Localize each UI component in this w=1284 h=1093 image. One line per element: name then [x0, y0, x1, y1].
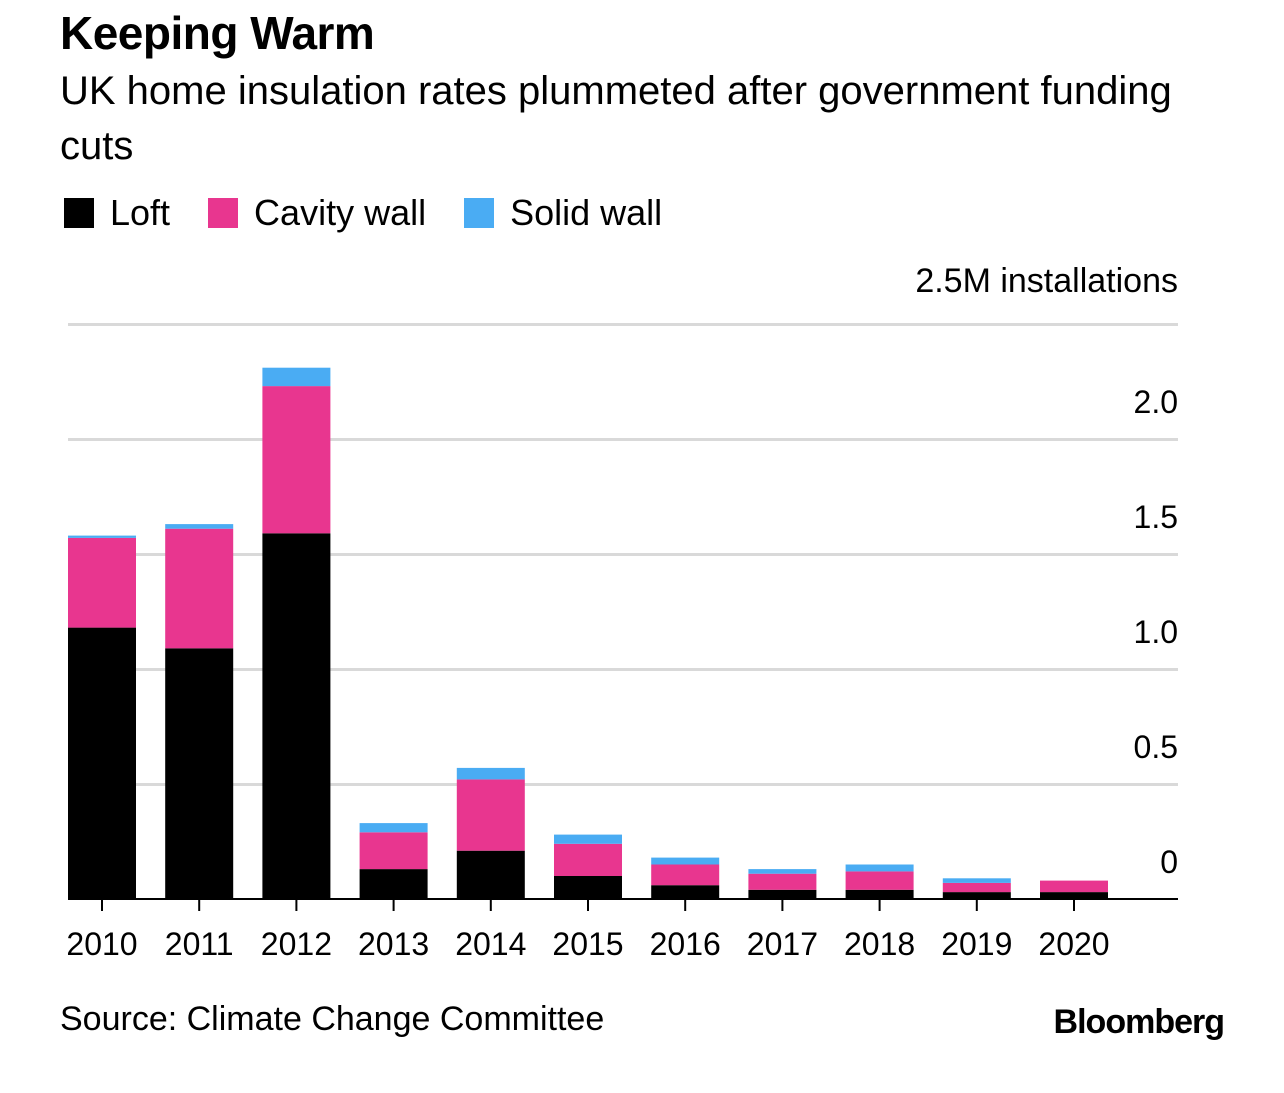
bar-loft-2016 — [651, 885, 720, 899]
x-tick-label: 2020 — [1038, 926, 1109, 962]
chart-subtitle: UK home insulation rates plummeted after… — [60, 69, 1172, 168]
source-note: Source: Climate Change Committee — [60, 1000, 605, 1038]
bar-cavity-wall-2013 — [359, 832, 428, 870]
bar-cavity-wall-2010 — [68, 537, 136, 628]
legend-label-loft: Loft — [110, 192, 171, 233]
legend-item-cavity-wall: Cavity wall — [208, 192, 426, 234]
bar-loft-2011 — [165, 648, 234, 899]
x-tick-label: 2014 — [455, 926, 526, 962]
bar-loft-2019 — [942, 892, 1011, 899]
bar-cavity-wall-2012 — [262, 386, 331, 534]
bar-solid-wall-2018 — [845, 864, 914, 872]
y-axis-unit-label: 2.5M installations — [915, 262, 1178, 300]
bar-loft-2018 — [845, 889, 914, 899]
bar-solid-wall-2017 — [748, 869, 817, 874]
x-tick-label: 2016 — [650, 926, 721, 962]
x-tick-label: 2018 — [844, 926, 915, 962]
bar-solid-wall-2010 — [68, 535, 136, 538]
bar-loft-2014 — [456, 850, 525, 899]
legend-label-solid-wall: Solid wall — [510, 192, 663, 233]
legend-swatch-loft — [64, 198, 94, 228]
bar-loft-2015 — [554, 876, 622, 899]
chart-title: Keeping Warm — [60, 7, 375, 59]
bar-solid-wall-2013 — [359, 823, 428, 833]
bar-loft-2012 — [262, 533, 331, 899]
bar-cavity-wall-2017 — [748, 873, 817, 890]
legend-swatch-cavity-wall — [208, 198, 239, 228]
bar-cavity-wall-2015 — [554, 843, 622, 876]
x-tick-label: 2019 — [941, 926, 1012, 962]
bar-solid-wall-2015 — [554, 834, 622, 844]
bar-cavity-wall-2018 — [845, 871, 914, 890]
x-tick-label: 2015 — [552, 926, 623, 962]
bar-cavity-wall-2011 — [165, 528, 234, 649]
bar-solid-wall-2014 — [456, 767, 525, 780]
bar-loft-2020 — [1040, 892, 1108, 899]
bar-cavity-wall-2020 — [1040, 880, 1108, 893]
y-tick-label: 0.5 — [1134, 729, 1178, 765]
bloomberg-logo: Bloomberg — [1053, 1003, 1225, 1041]
legend-item-loft: Loft — [64, 192, 170, 234]
x-tick-label: 2010 — [66, 926, 137, 962]
x-tick-label: 2013 — [358, 926, 429, 962]
x-tick-label: 2011 — [165, 926, 234, 962]
bar-cavity-wall-2019 — [942, 882, 1011, 893]
bar-solid-wall-2019 — [942, 878, 1011, 883]
bar-solid-wall-2011 — [165, 524, 234, 529]
bar-cavity-wall-2016 — [651, 864, 720, 886]
y-tick-label: 1.5 — [1134, 499, 1178, 535]
x-tick-label: 2017 — [747, 926, 818, 962]
bar-solid-wall-2012 — [262, 367, 331, 387]
bar-loft-2013 — [359, 869, 428, 899]
bar-solid-wall-2016 — [651, 857, 720, 865]
bar-cavity-wall-2014 — [456, 779, 525, 851]
y-tick-label: 2.0 — [1134, 384, 1178, 420]
bar-loft-2010 — [68, 627, 136, 899]
legend-label-cavity-wall: Cavity wall — [254, 192, 427, 233]
y-tick-label: 0 — [1160, 844, 1178, 880]
legend-item-solid-wall: Solid wall — [464, 192, 662, 234]
bar-loft-2017 — [748, 889, 817, 899]
x-tick-label: 2012 — [261, 926, 332, 962]
legend: Loft Cavity wall Solid wall — [64, 192, 700, 234]
y-tick-label: 1.0 — [1134, 614, 1178, 650]
legend-swatch-solid-wall — [464, 198, 495, 228]
